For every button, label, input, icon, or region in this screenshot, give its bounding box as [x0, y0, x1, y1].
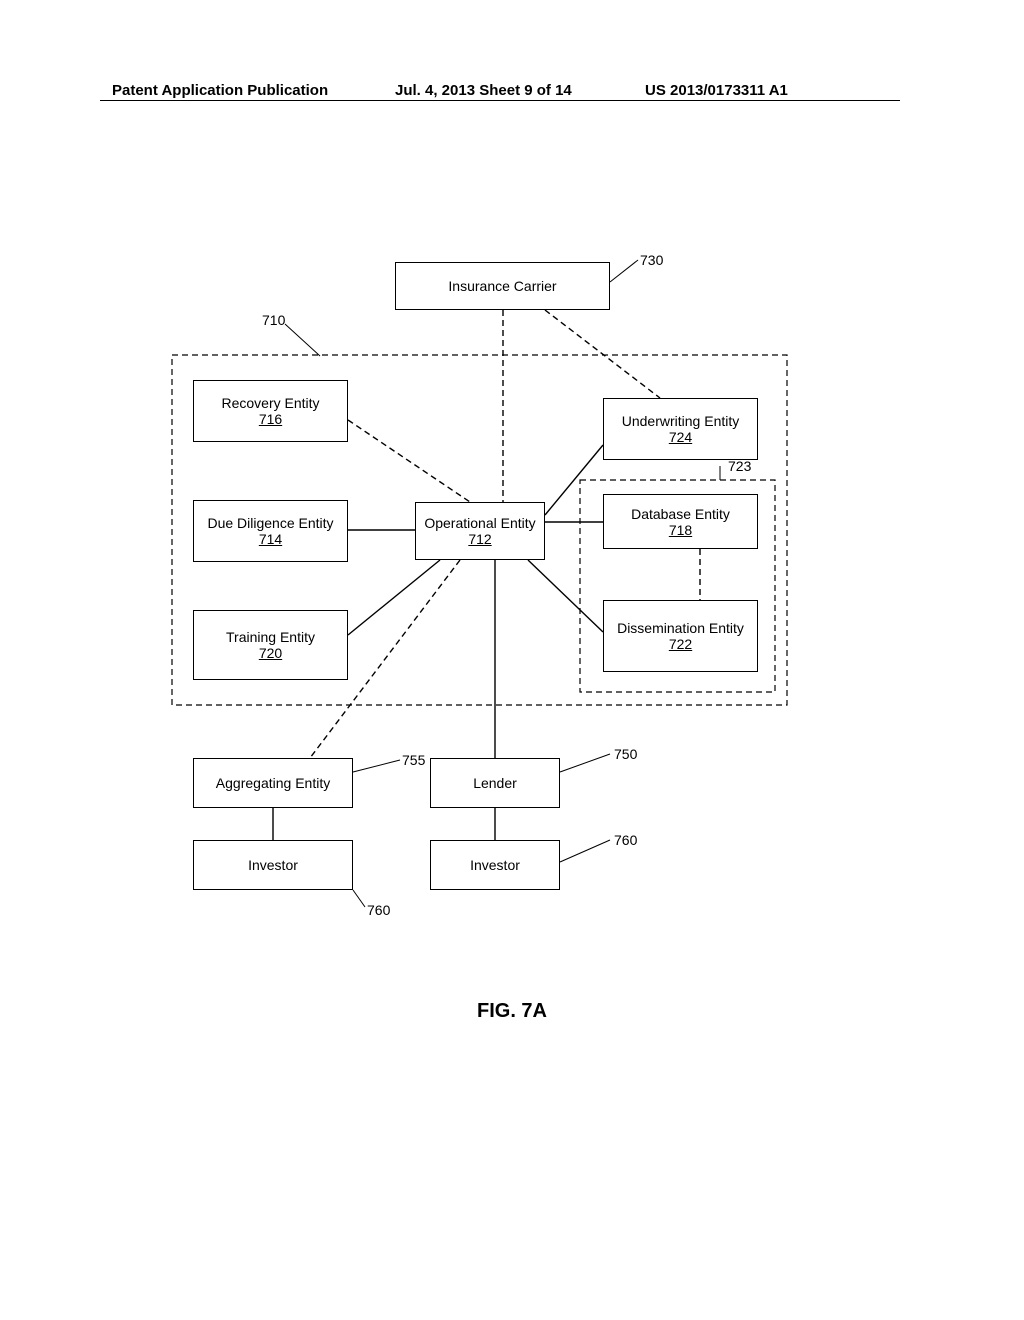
- node-ref: 716: [194, 411, 347, 427]
- refnum-750: 750: [614, 746, 637, 762]
- node-dissemination-entity: Dissemination Entity 722: [603, 600, 758, 672]
- node-ref: 722: [604, 636, 757, 652]
- refnum-730: 730: [640, 252, 663, 268]
- node-label: Recovery Entity: [194, 395, 347, 411]
- node-due-diligence-entity: Due Diligence Entity 714: [193, 500, 348, 562]
- node-investor-2: Investor: [430, 840, 560, 890]
- refnum-710: 710: [262, 312, 285, 328]
- node-ref: 720: [194, 645, 347, 661]
- node-insurance-carrier: Insurance Carrier: [395, 262, 610, 310]
- node-investor-1: Investor: [193, 840, 353, 890]
- node-label: Dissemination Entity: [604, 620, 757, 636]
- node-label: Insurance Carrier: [396, 278, 609, 294]
- figure-label: FIG. 7A: [0, 1000, 1024, 1023]
- node-ref: 718: [604, 522, 757, 538]
- node-training-entity: Training Entity 720: [193, 610, 348, 680]
- node-label: Investor: [431, 857, 559, 873]
- refnum-760-left: 760: [367, 902, 390, 918]
- node-label: Investor: [194, 857, 352, 873]
- diagram-lines: [0, 0, 1024, 1320]
- node-ref: 724: [604, 429, 757, 445]
- node-label: Database Entity: [604, 506, 757, 522]
- refnum-723: 723: [728, 458, 751, 474]
- node-label: Due Diligence Entity: [194, 515, 347, 531]
- node-lender: Lender: [430, 758, 560, 808]
- node-operational-entity: Operational Entity 712: [415, 502, 545, 560]
- refnum-755: 755: [402, 752, 425, 768]
- refnum-760-right: 760: [614, 832, 637, 848]
- node-ref: 712: [416, 531, 544, 547]
- node-database-entity: Database Entity 718: [603, 494, 758, 549]
- node-label: Operational Entity: [416, 515, 544, 531]
- node-ref: 714: [194, 531, 347, 547]
- node-underwriting-entity: Underwriting Entity 724: [603, 398, 758, 460]
- node-label: Aggregating Entity: [194, 775, 352, 791]
- node-label: Lender: [431, 775, 559, 791]
- node-label: Underwriting Entity: [604, 413, 757, 429]
- node-label: Training Entity: [194, 629, 347, 645]
- ref-leaders: [285, 260, 720, 907]
- node-recovery-entity: Recovery Entity 716: [193, 380, 348, 442]
- node-aggregating-entity: Aggregating Entity: [193, 758, 353, 808]
